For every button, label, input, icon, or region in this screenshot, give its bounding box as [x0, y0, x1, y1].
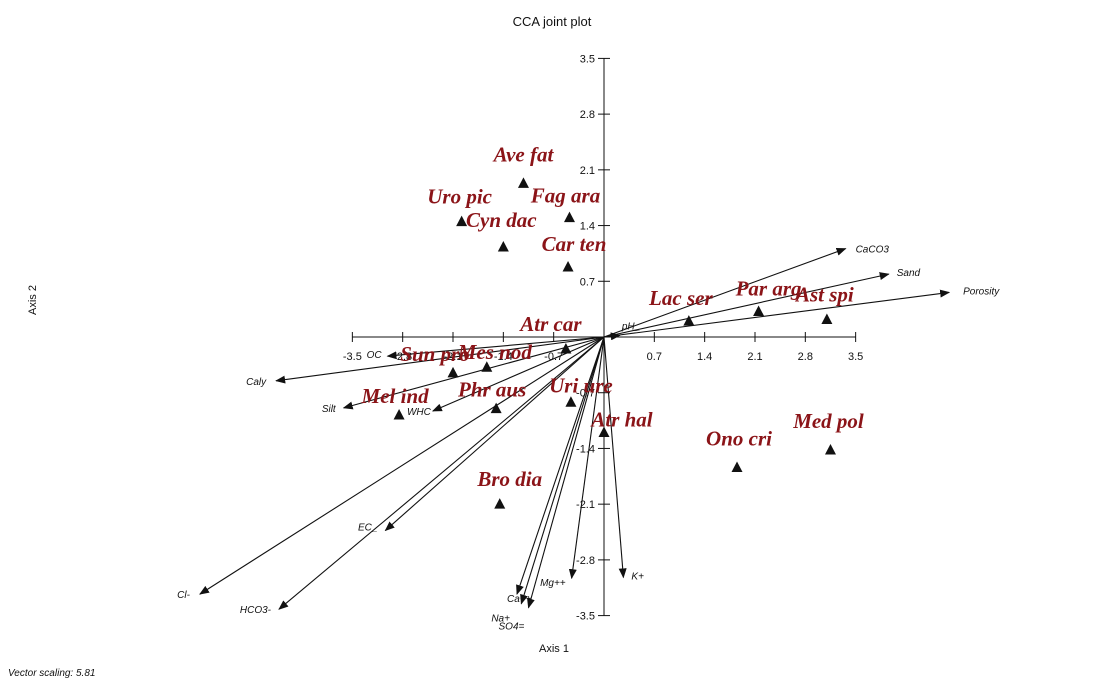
- vector-k-label: K+: [631, 571, 644, 582]
- species-sun-pro-label: Sun pro: [400, 342, 469, 366]
- y-tick-label: -2.8: [576, 555, 595, 567]
- vector-cl-arrow: [199, 336, 605, 595]
- vector-porosity-label: Porosity: [963, 286, 1000, 297]
- species-car-ten-label: Car ten: [542, 232, 607, 256]
- vector-k-arrow: [603, 336, 627, 579]
- vector-whc-arrow: [431, 336, 605, 412]
- species-phr-aus-marker: [490, 402, 502, 414]
- chart-title: CCA joint plot: [513, 14, 592, 29]
- species-mes-nod-label: Mes nod: [457, 340, 533, 364]
- species-mes-nod-marker: [481, 361, 493, 372]
- species-cyn-dac-marker: [497, 241, 509, 252]
- species-atr-car-label: Atr car: [518, 312, 582, 336]
- vector-mg-label: Mg++: [540, 578, 566, 589]
- species-mel-ind-label: Mel ind: [361, 384, 430, 408]
- species-med-pol-label: Med pol: [792, 409, 864, 433]
- x-tick-label: -1.4: [494, 351, 513, 363]
- y-tick-label: 3.5: [580, 53, 595, 65]
- vector-caco3-label: CaCO3: [856, 245, 890, 256]
- species-lac-ser-label: Lac ser: [648, 286, 713, 310]
- species-sun-pro-marker: [447, 366, 459, 378]
- vector-so4-label: SO4=: [499, 622, 525, 633]
- species-car-ten-marker: [562, 260, 574, 272]
- vector-whc-label: WHC: [407, 407, 432, 418]
- species-ono-cri-marker: [731, 461, 743, 473]
- species-ave-fat-marker: [517, 177, 529, 188]
- vector-caly-arrow: [275, 336, 605, 384]
- vector-silt-label: Silt: [322, 404, 337, 415]
- vector-caly-label: Caly: [246, 377, 267, 388]
- axes: -3.5 -2.8 -2.1 -1.4 -0.7 0.7 1.4 2.1 2.8 3.5 3.5 2.…: [343, 53, 863, 622]
- species-mel-ind-marker: [393, 409, 405, 420]
- vector-oc-label: OC: [367, 350, 383, 361]
- species-par-arg-marker: [753, 305, 765, 317]
- vector-ca-label: Ca++: [507, 594, 532, 605]
- species-phr-aus-label: Phr aus: [457, 378, 526, 402]
- species-par-arg-label: Par arg: [735, 277, 802, 301]
- vector-ph-label: pH_: [621, 321, 640, 332]
- species-fag-ara-marker: [563, 211, 575, 223]
- species-uri-ure-label: Uri ure: [549, 373, 613, 397]
- vector-ec-arrow: [384, 336, 605, 532]
- vector-porosity-arrow: [603, 289, 951, 338]
- species-uri-ure-marker: [565, 396, 577, 407]
- x-tick-label: 3.5: [848, 351, 863, 363]
- species-cyn-dac-label: Cyn dac: [466, 208, 537, 232]
- vector-ec-label: EC_: [358, 522, 377, 533]
- vector-caco3-arrow: [603, 247, 847, 338]
- vector-ca-arrow: [516, 336, 605, 596]
- vector-hco3-label: HCO3-: [240, 605, 272, 616]
- species-med-pol-marker: [824, 444, 836, 455]
- y-tick-label: 2.1: [580, 165, 595, 177]
- species-uro-pic-label: Uro pic: [427, 185, 492, 209]
- species-uro-pic-marker: [456, 215, 468, 227]
- species-ast-spi-label: Ast spi: [794, 282, 854, 306]
- vector-na-label: Na+: [491, 614, 510, 625]
- y-tick-label: 2.8: [580, 109, 595, 121]
- species-atr-hal-marker: [598, 426, 610, 438]
- species-ono-cri-label: Ono cri: [706, 427, 772, 451]
- vector-ph-arrow: [603, 332, 621, 341]
- species-lac-ser-marker: [683, 315, 695, 326]
- vector-cl-label: Cl-: [177, 590, 190, 601]
- vector-mg-arrow: [568, 336, 605, 580]
- species-bro-dia-marker: [494, 498, 506, 509]
- species-atr-hal-label: Atr hal: [589, 408, 652, 432]
- x-tick-label: -3.5: [343, 351, 362, 363]
- vector-so4-arrow: [527, 336, 605, 609]
- x-tick-label: 0.7: [647, 351, 662, 363]
- x-tick-label: 1.4: [697, 351, 712, 363]
- species-atr-car-marker: [560, 342, 572, 354]
- vector-hco3-arrow: [278, 336, 605, 610]
- vector-scaling-note: Vector scaling: 5.81: [8, 668, 95, 679]
- species-ave-fat-label: Ave fat: [492, 142, 555, 166]
- y-axis-label: Axis 2: [27, 285, 39, 315]
- x-axis-label: Axis 1: [539, 643, 569, 655]
- x-tick-label: 2.8: [798, 351, 813, 363]
- x-tick-label: -0.7: [544, 351, 563, 363]
- y-tick-label: -0.7: [576, 388, 595, 400]
- environmental-vectors: CaCO3 Sand Porosity pH_ OC Caly Silt WHC EC_ Cl- H…: [177, 245, 1000, 633]
- y-tick-label: -3.5: [576, 611, 595, 623]
- y-tick-label: -1.4: [576, 443, 595, 455]
- species-ast-spi-marker: [821, 313, 833, 324]
- y-tick-label: 1.4: [580, 221, 595, 233]
- species-bro-dia-label: Bro dia: [476, 467, 542, 491]
- vector-sand-arrow: [603, 272, 890, 338]
- y-tick-label: 0.7: [580, 276, 595, 288]
- vector-sand-label: Sand: [897, 268, 921, 279]
- x-tick-label: 2.1: [747, 351, 762, 363]
- species-fag-ara-label: Fag ara: [530, 184, 600, 208]
- y-tick-label: -2.1: [576, 499, 595, 511]
- vector-na-arrow: [520, 336, 605, 605]
- vector-oc-arrow: [386, 336, 605, 360]
- vector-silt-arrow: [342, 336, 605, 410]
